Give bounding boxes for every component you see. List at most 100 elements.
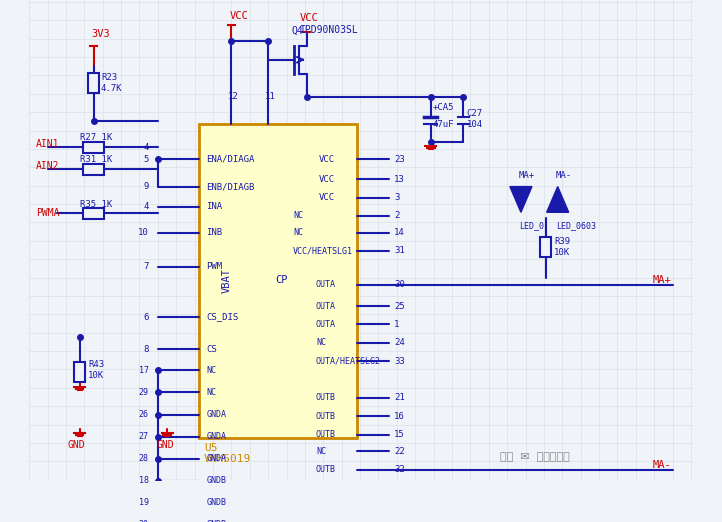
Text: VCC: VCC: [318, 193, 335, 202]
Text: 26: 26: [139, 410, 149, 419]
Text: 11: 11: [264, 92, 275, 101]
Text: MA+: MA+: [653, 275, 671, 286]
Text: GNDA: GNDA: [206, 454, 227, 463]
Text: IPD90N03SL: IPD90N03SL: [300, 26, 359, 35]
Text: VCC/HEATSLG1: VCC/HEATSLG1: [293, 246, 353, 255]
Text: OUTB: OUTB: [316, 430, 336, 439]
Text: GNDB: GNDB: [206, 520, 227, 522]
Text: 33: 33: [394, 357, 405, 366]
Text: INB: INB: [206, 228, 222, 237]
Text: CS_DIS: CS_DIS: [206, 313, 239, 322]
Text: 8: 8: [143, 345, 149, 354]
Text: VCC: VCC: [318, 155, 335, 163]
Text: 19: 19: [139, 498, 149, 507]
Text: 29: 29: [139, 388, 149, 397]
Text: OUTA: OUTA: [316, 302, 336, 311]
Text: OUTB: OUTB: [316, 412, 336, 421]
Text: 10K: 10K: [88, 372, 104, 381]
Bar: [84, 163, 104, 175]
Text: MA+: MA+: [519, 171, 535, 180]
Bar: [88, 73, 99, 93]
Text: 30: 30: [394, 280, 405, 289]
Text: 4.7K: 4.7K: [101, 84, 123, 93]
Text: 21: 21: [394, 394, 405, 402]
Text: R35 1K: R35 1K: [79, 199, 112, 209]
Text: PWMA: PWMA: [35, 208, 59, 218]
Text: 16: 16: [394, 412, 405, 421]
Text: U5: U5: [204, 443, 217, 453]
Text: R43: R43: [88, 360, 104, 370]
Text: MA-: MA-: [653, 460, 671, 470]
Text: R39: R39: [554, 237, 570, 246]
Bar: [74, 362, 85, 382]
Text: 2: 2: [394, 211, 399, 220]
Text: GNDA: GNDA: [206, 410, 227, 419]
Text: VCC: VCC: [300, 14, 318, 23]
Text: OUTB: OUTB: [316, 394, 336, 402]
Text: C27: C27: [466, 109, 483, 117]
Text: GNDB: GNDB: [206, 476, 227, 485]
Text: 6: 6: [143, 313, 149, 322]
Text: ENA/DIAGA: ENA/DIAGA: [206, 155, 255, 163]
Text: 9: 9: [143, 182, 149, 191]
Text: 4: 4: [143, 143, 149, 151]
Text: 10K: 10K: [554, 248, 570, 257]
Text: 23: 23: [394, 155, 405, 163]
Text: VNH5019: VNH5019: [204, 454, 251, 464]
Text: CS: CS: [206, 345, 217, 354]
Text: 22: 22: [394, 447, 405, 456]
Text: 5: 5: [143, 155, 149, 163]
Text: 20: 20: [139, 520, 149, 522]
Text: 15: 15: [394, 430, 405, 439]
Text: OUTB: OUTB: [316, 465, 336, 474]
Text: INA: INA: [206, 203, 222, 211]
Polygon shape: [547, 186, 569, 212]
Text: OUTA: OUTA: [316, 280, 336, 289]
Text: MA-: MA-: [556, 171, 572, 180]
Text: LED_0603: LED_0603: [556, 221, 596, 230]
Text: ENB/DIAGB: ENB/DIAGB: [206, 182, 255, 191]
Text: NC: NC: [206, 388, 217, 397]
Text: Q4: Q4: [291, 26, 303, 35]
Text: 32: 32: [394, 465, 405, 474]
Text: AIN1: AIN1: [35, 139, 59, 149]
Text: 104: 104: [466, 120, 483, 128]
Text: 4: 4: [143, 203, 149, 211]
Text: NC: NC: [206, 366, 217, 375]
Text: VCC: VCC: [230, 10, 248, 21]
Text: 47uF: 47uF: [432, 120, 454, 128]
Text: GNDB: GNDB: [206, 498, 227, 507]
Text: 10: 10: [138, 228, 149, 237]
Text: +CA5: +CA5: [432, 103, 454, 112]
Text: 13: 13: [394, 175, 405, 184]
Text: VCC: VCC: [318, 175, 335, 184]
Bar: [84, 141, 104, 152]
Text: 31: 31: [394, 246, 405, 255]
Bar: [540, 237, 552, 257]
Text: GND: GND: [156, 440, 174, 450]
Text: GNDA: GNDA: [206, 432, 227, 441]
Text: NC: NC: [293, 228, 303, 237]
Text: 18: 18: [139, 476, 149, 485]
Text: NC: NC: [316, 338, 326, 347]
Text: 3V3: 3V3: [91, 29, 110, 39]
FancyBboxPatch shape: [199, 124, 357, 438]
Text: GND: GND: [68, 440, 85, 450]
Text: R23: R23: [101, 73, 117, 82]
Polygon shape: [510, 186, 532, 212]
Text: 28: 28: [139, 454, 149, 463]
Text: 12: 12: [227, 92, 238, 101]
Text: 17: 17: [139, 366, 149, 375]
Text: 14: 14: [394, 228, 405, 237]
Text: 27: 27: [139, 432, 149, 441]
Text: R27 1K: R27 1K: [79, 133, 112, 143]
Text: 25: 25: [394, 302, 405, 311]
Text: CP: CP: [276, 275, 288, 286]
Text: 微信  ✉  面包板社区: 微信 ✉ 面包板社区: [500, 452, 570, 462]
Text: OUTA: OUTA: [316, 320, 336, 329]
Text: VBAT: VBAT: [222, 268, 232, 293]
Text: NC: NC: [293, 211, 303, 220]
Text: 7: 7: [143, 262, 149, 271]
Text: R31 1K: R31 1K: [79, 156, 112, 164]
Text: 24: 24: [394, 338, 405, 347]
